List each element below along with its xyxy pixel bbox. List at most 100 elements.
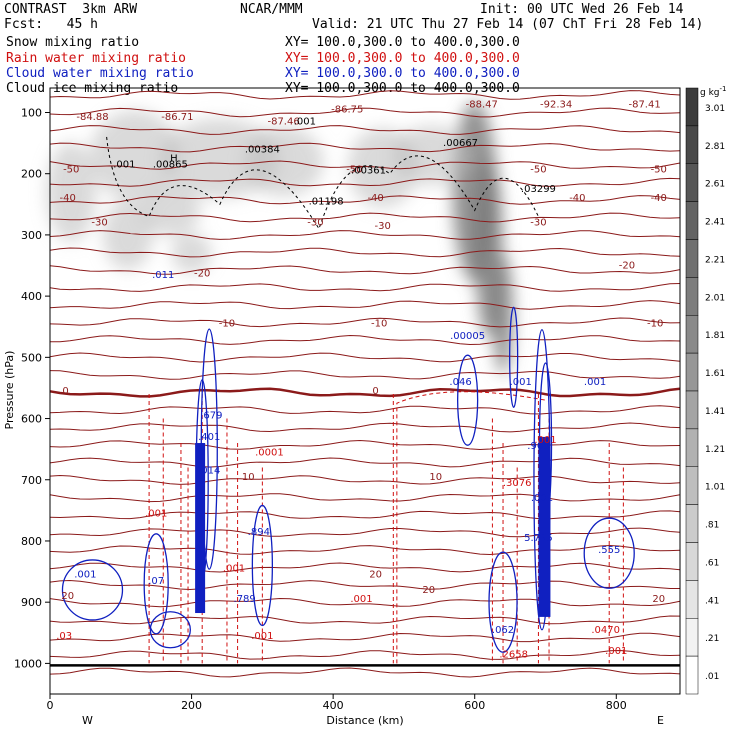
rain-label: .001 <box>251 631 273 642</box>
isotherm-line <box>49 317 681 328</box>
colorbar-label: 2.61 <box>705 180 725 190</box>
valid-time: Valid: 21 UTC Thu 27 Feb 14 (07 ChT Fri … <box>312 17 704 32</box>
snow-label: .00667 <box>443 138 478 149</box>
x-tick-label: 400 <box>323 699 344 712</box>
cloud-label: .894 <box>248 527 270 538</box>
isotherm-line <box>49 597 681 608</box>
isotherm-line <box>50 334 681 346</box>
cloud-contour <box>509 306 519 408</box>
colorbar-label: 2.21 <box>705 255 725 265</box>
cloud-contour <box>488 551 518 653</box>
legend-rain-xy: XY= 100.0,300.0 to 400.0,300.0 <box>285 51 520 66</box>
rain-label: .001 <box>145 508 167 519</box>
temperature-label: -86.71 <box>161 112 193 123</box>
colorbar-label: 1.81 <box>705 331 725 341</box>
cloud-contour <box>583 517 635 589</box>
colorbar-label: 1.01 <box>705 483 725 493</box>
temperature-label: -20 <box>194 269 210 280</box>
mixing-ratio-contours <box>61 136 635 664</box>
rain-label: .2658 <box>499 649 528 660</box>
snow-label: .001 <box>113 160 135 171</box>
rain-label: .001 <box>605 646 627 657</box>
legend-snow-name: Snow mixing ratio <box>6 35 140 50</box>
snow-contour <box>106 136 539 230</box>
temperature-label: -40 <box>651 193 667 204</box>
y-tick-label: 100 <box>21 106 42 119</box>
rain-contour <box>396 391 546 664</box>
temperature-label: -50 <box>346 164 362 175</box>
colorbar-swatch <box>685 163 699 202</box>
y-tick-label: 600 <box>21 413 42 426</box>
cloud-label: 5.795 <box>524 533 553 544</box>
cloud-label: .046 <box>449 377 471 388</box>
temperature-label: -87.41 <box>628 100 660 111</box>
colorbar-swatch <box>685 466 699 505</box>
cloud-label: .014 <box>198 466 220 477</box>
y-tick-label: 900 <box>21 596 42 609</box>
temperature-label: 0 <box>372 386 378 397</box>
x-tick-label: 200 <box>181 699 202 712</box>
temperature-label: -87.46 <box>267 117 299 128</box>
isotherm-line <box>49 422 681 433</box>
colorbar-swatch <box>685 428 699 467</box>
cloud-label: .062 <box>492 625 514 636</box>
y-tick-label: 700 <box>21 474 42 487</box>
temperature-label: -92.34 <box>540 100 572 111</box>
temperature-label: -20 <box>619 261 635 272</box>
isotherm-line <box>49 527 681 538</box>
contour-labels: -87.46 -84.88 -86.71 -86.75 -88.47 -92.34 -87.… <box>56 100 667 661</box>
temperature-label: -30 <box>307 218 323 229</box>
isotherm-line <box>49 544 681 556</box>
isotherm-line <box>49 457 681 468</box>
init-time: Init: 00 UTC Wed 26 Feb 14 <box>480 2 684 17</box>
isotherm-line <box>49 177 681 187</box>
x-tick-label: 600 <box>464 699 485 712</box>
org-label: NCAR/MMM <box>240 2 303 17</box>
colorbar-swatch <box>685 201 699 240</box>
temperature-label: -88.47 <box>466 100 498 111</box>
colorbar-swatch <box>685 390 699 430</box>
legend-cloud-xy: XY= 100.0,300.0 to 400.0,300.0 <box>285 66 520 81</box>
colorbar-label: 1.41 <box>705 407 725 417</box>
cloud-label: .001 <box>531 493 553 504</box>
temperature-label: -84.88 <box>76 112 108 123</box>
temperature-label: -86.75 <box>331 104 363 115</box>
temperature-label: -10 <box>371 319 387 330</box>
x-axis-label: Distance (km) <box>326 714 403 727</box>
cloud-core <box>195 443 206 614</box>
snow-label: .00361 <box>351 166 386 177</box>
snow-shade-blob <box>171 233 212 274</box>
colorbar-label: .41 <box>705 596 719 606</box>
isotherm-line <box>49 649 681 660</box>
temperature-label: -40 <box>569 193 585 204</box>
cloud-label: .789 <box>234 594 256 605</box>
cloud-label: .679 <box>200 411 222 422</box>
colorbar-label: 3.01 <box>705 104 725 114</box>
isotherm-line <box>49 493 681 503</box>
colorbar-label: 2.41 <box>705 218 725 228</box>
temperature-label: 10 <box>242 472 255 483</box>
y-tick-label: 400 <box>21 290 42 303</box>
temperature-label: 0 <box>62 386 68 397</box>
cloud-label: .401 <box>198 432 220 443</box>
rain-label: .001 <box>223 564 245 575</box>
temperature-label: 20 <box>369 570 382 581</box>
plot-frame <box>49 87 681 695</box>
temperature-label: 20 <box>422 585 435 596</box>
isotherm-line <box>49 352 681 363</box>
cloud-contour <box>61 559 124 621</box>
rain-label: .3076 <box>503 478 532 489</box>
isotherm-line <box>49 300 681 310</box>
forecast-hour: Fcst: 45 h <box>4 17 98 32</box>
x-tick-label: 800 <box>606 699 627 712</box>
legend-cloud-name: Cloud water mixing ratio <box>6 66 194 81</box>
colorbar-label: 2.01 <box>705 293 725 303</box>
colorbar-swatch <box>685 125 699 164</box>
isotherm-line <box>49 439 681 451</box>
isotherm-lines <box>49 90 681 678</box>
cloud-label: .555 <box>598 545 620 556</box>
snow-label: .001 <box>294 117 316 128</box>
isotherm-line <box>49 579 680 591</box>
